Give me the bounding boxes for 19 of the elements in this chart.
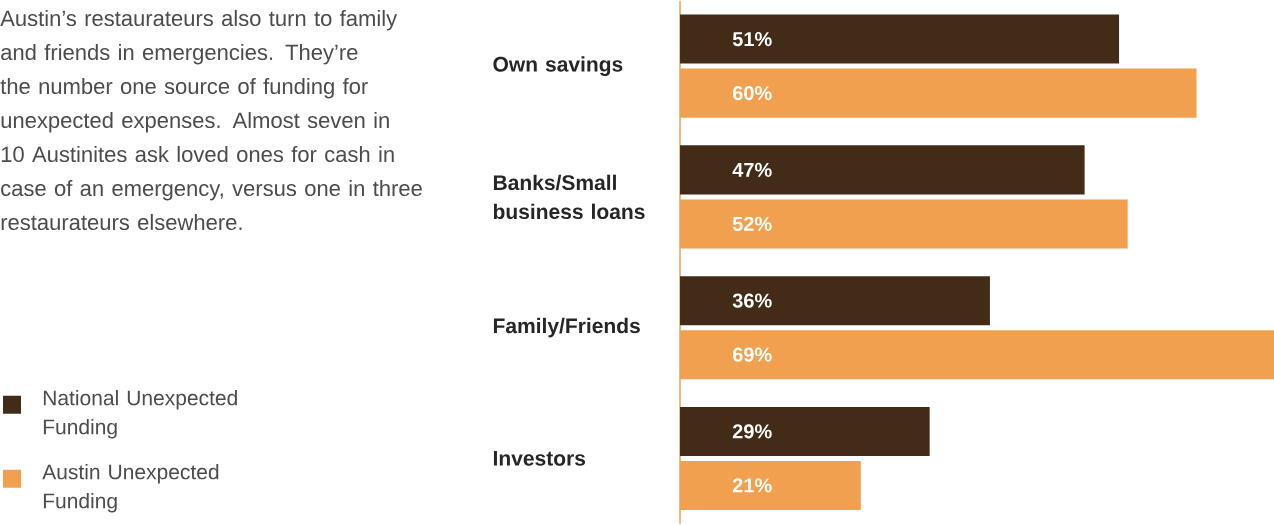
data-label: 36% (732, 293, 772, 308)
bar (680, 14, 1120, 64)
data-label: 69% (732, 347, 772, 362)
y-tick-label: Investors (493, 451, 586, 466)
data-label: 47% (732, 163, 772, 178)
bar (680, 407, 930, 457)
y-tick-label: Family/Friends (493, 318, 640, 338)
data-label: 60% (732, 86, 772, 101)
data-label: 29% (732, 424, 772, 439)
data-label: 21% (732, 478, 772, 493)
bar (680, 145, 1085, 195)
legend-label: Austin Unexpected Funding (42, 464, 219, 513)
data-label: 51% (732, 32, 772, 47)
y-tick-label: Own savings (493, 56, 623, 77)
text: Austin’s restaurateurs also turn to family and friends in emergencies. They’re the number one source of funding for unexpected expenses. Almost seven in 10 Austinites ask loved ones for cash in case of an emergency, versus one in three restaurateurs elsewhere. (0, 10, 422, 231)
y-tick-label: Banks/Small business loans (493, 174, 645, 220)
legend-label: National Unexpected Funding (43, 390, 237, 439)
data-label: 52% (732, 217, 772, 232)
bar (680, 276, 990, 326)
